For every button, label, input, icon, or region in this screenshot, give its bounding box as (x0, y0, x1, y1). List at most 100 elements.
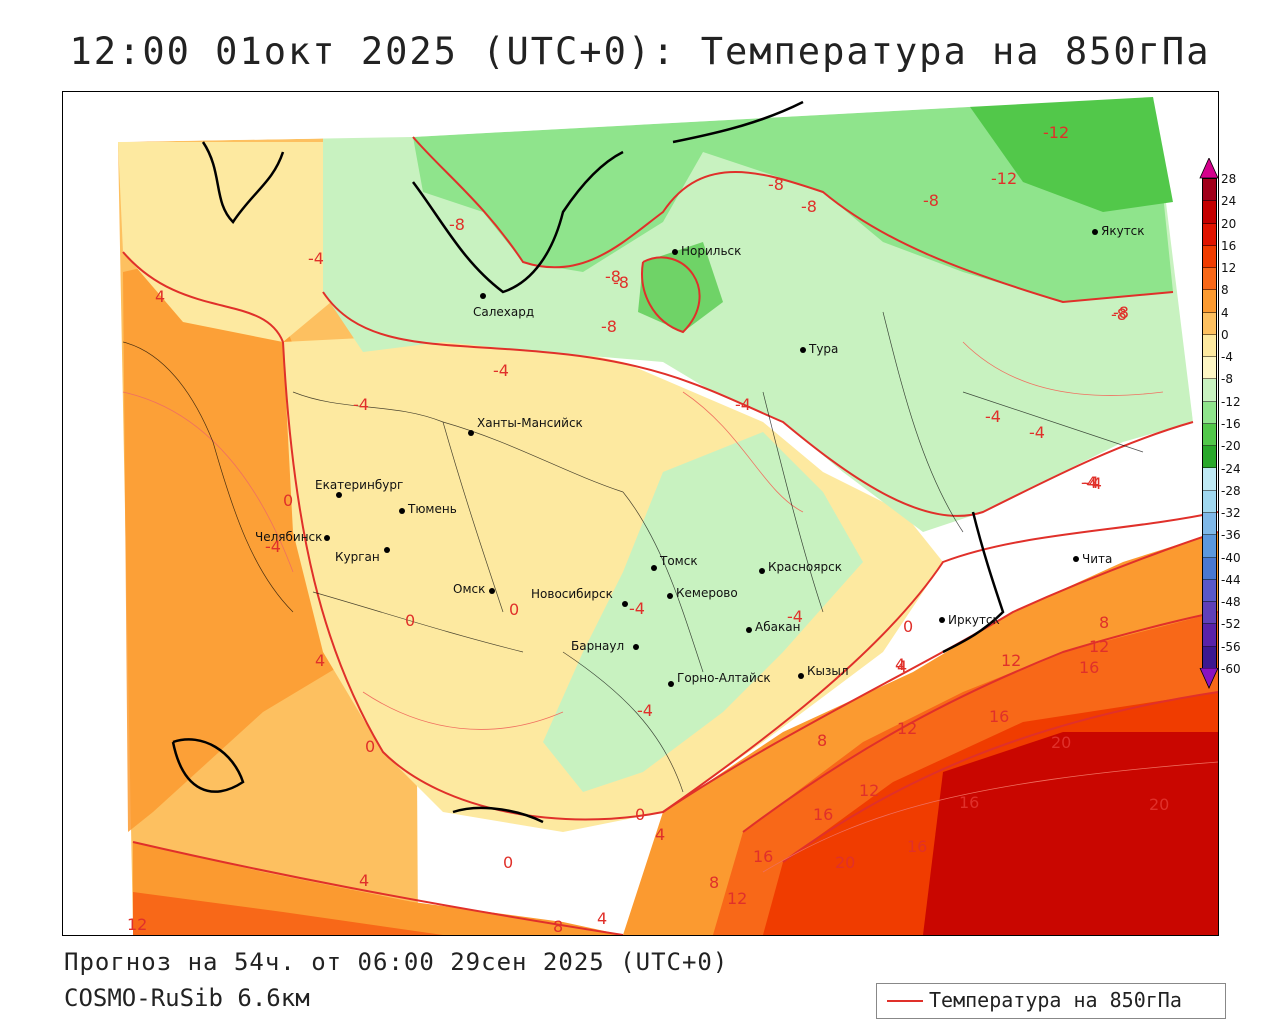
zone-minus8-norilsk (638, 242, 723, 332)
svg-text:12: 12 (897, 719, 917, 738)
svg-text:8: 8 (553, 917, 563, 935)
svg-text:-4: -4 (353, 395, 369, 414)
svg-text:-4: -4 (1086, 474, 1102, 493)
model-name: COSMO-RuSib 6.6км (64, 984, 310, 1012)
city-label: Челябинск (255, 530, 322, 544)
city-label: Абакан (755, 620, 800, 634)
svg-text:-4: -4 (629, 599, 645, 618)
scale-swatch (1203, 245, 1216, 269)
svg-text:16: 16 (1079, 658, 1099, 677)
svg-text:8: 8 (709, 873, 719, 892)
svg-text:-8: -8 (768, 175, 784, 194)
scale-tick-label: 20 (1221, 216, 1237, 231)
svg-text:-8: -8 (449, 215, 465, 234)
svg-text:-4: -4 (1029, 423, 1045, 442)
map-canvas: Норильск Якутск Салехард Тура Ханты-Манс… (63, 92, 1218, 935)
scale-tick-label: -32 (1221, 506, 1241, 521)
city-label: Барнаул (571, 639, 624, 653)
scale-swatch (1203, 201, 1216, 224)
scale-swatch (1203, 446, 1216, 469)
scale-swatch (1203, 602, 1216, 625)
svg-text:20: 20 (1051, 733, 1071, 752)
map-title: 12:00 01окт 2025 (UTC+0): Температура на… (69, 30, 1211, 73)
forecast-info: Прогноз на 54ч. от 06:00 29сен 2025 (UTC… (64, 948, 729, 976)
city-label: Ханты-Мансийск (477, 416, 583, 430)
svg-text:0: 0 (283, 491, 293, 510)
scale-swatch (1203, 423, 1216, 447)
svg-text:16: 16 (959, 793, 979, 812)
scale-swatch (1203, 401, 1216, 424)
coastlines (171, 100, 1005, 824)
scale-swatch (1203, 468, 1216, 491)
scale-swatch (1203, 579, 1216, 603)
svg-text:0: 0 (365, 737, 375, 756)
scale-tick-label: -52 (1221, 617, 1241, 632)
scale-tick-label: 0 (1221, 327, 1229, 342)
scale-tick-label: 12 (1221, 261, 1237, 276)
city-label: Кемерово (676, 586, 738, 600)
city-label: Якутск (1101, 224, 1145, 238)
svg-text:0: 0 (509, 600, 519, 619)
scale-swatch (1203, 268, 1216, 291)
scale-swatch (1203, 624, 1216, 647)
svg-text:4: 4 (895, 655, 905, 674)
scale-swatch (1203, 535, 1216, 558)
svg-text:4: 4 (359, 871, 369, 890)
svg-text:12: 12 (127, 915, 147, 934)
scale-tick-label: -48 (1221, 595, 1241, 610)
svg-text:-8: -8 (1111, 305, 1127, 324)
scale-swatch (1203, 223, 1216, 246)
scale-swatch (1203, 490, 1216, 513)
color-scale: 28 24 20 16 12 8 4 0 -4 -8 -12 -16 -20 -24 -28 -32 -36 -4… (1197, 158, 1257, 689)
svg-text:-4: -4 (1081, 473, 1097, 492)
svg-text:-4: -4 (735, 395, 751, 414)
scale-tick-label: 28 (1221, 172, 1237, 186)
svg-text:-8: -8 (801, 197, 817, 216)
scale-tick-label: -4 (1221, 350, 1233, 365)
city-label: Красноярск (768, 560, 842, 574)
thin-contours (122, 341, 1218, 873)
zone-minus4-south (543, 432, 863, 792)
map-legend: Температура на 850гПа (876, 983, 1226, 1019)
zone-plus12-southwest (133, 892, 443, 935)
city-label: Чита (1082, 552, 1112, 566)
svg-text:12: 12 (859, 781, 879, 800)
scale-tick-label: -8 (1221, 372, 1233, 387)
svg-text:4: 4 (597, 909, 607, 928)
svg-text:-4: -4 (1083, 473, 1099, 492)
legend-label: Температура на 850гПа (929, 988, 1182, 1012)
scale-tick-label: 8 (1221, 283, 1229, 298)
svg-text:4: 4 (315, 651, 325, 670)
svg-text:16: 16 (753, 847, 773, 866)
scale-swatch (1203, 312, 1216, 335)
city-label: Томск (659, 554, 698, 568)
svg-text:-4: -4 (265, 537, 281, 556)
scale-swatch (1203, 179, 1216, 202)
city-label: Екатеринбург (315, 478, 403, 492)
scale-tick-label: -56 (1221, 639, 1241, 654)
scale-tick-label: 16 (1221, 238, 1237, 253)
city-label: Тюмень (407, 502, 457, 516)
svg-text:16: 16 (813, 805, 833, 824)
scale-tick-label: -28 (1221, 483, 1241, 498)
svg-text:-8: -8 (601, 317, 617, 336)
svg-text:-8: -8 (923, 191, 939, 210)
svg-text:-8: -8 (613, 273, 629, 292)
svg-text:-4: -4 (637, 701, 653, 720)
scale-swatch (1203, 357, 1216, 380)
scale-tick-label: -60 (1221, 662, 1241, 676)
city-label: Иркутск (948, 613, 1000, 627)
city-label: Тура (808, 342, 838, 356)
svg-text:-12: -12 (991, 169, 1017, 188)
svg-text:16: 16 (989, 707, 1009, 726)
scale-tick-label: 4 (1221, 305, 1229, 320)
scale-swatch (1203, 334, 1216, 358)
svg-text:-8: -8 (1113, 303, 1129, 322)
svg-text:0: 0 (903, 617, 913, 636)
scale-tick-label: -16 (1221, 417, 1241, 431)
temperature-map: Норильск Якутск Салехард Тура Ханты-Манс… (62, 91, 1219, 936)
isotherm-labels: -12 -12 -8 -8 -8 -8 -8 -8 -8 -4 -4 -4 -4… (127, 123, 1169, 935)
zone-minus8 (413, 97, 1173, 302)
scale-bottom-arrow (1199, 668, 1219, 689)
scale-tick-label: -24 (1221, 461, 1241, 476)
